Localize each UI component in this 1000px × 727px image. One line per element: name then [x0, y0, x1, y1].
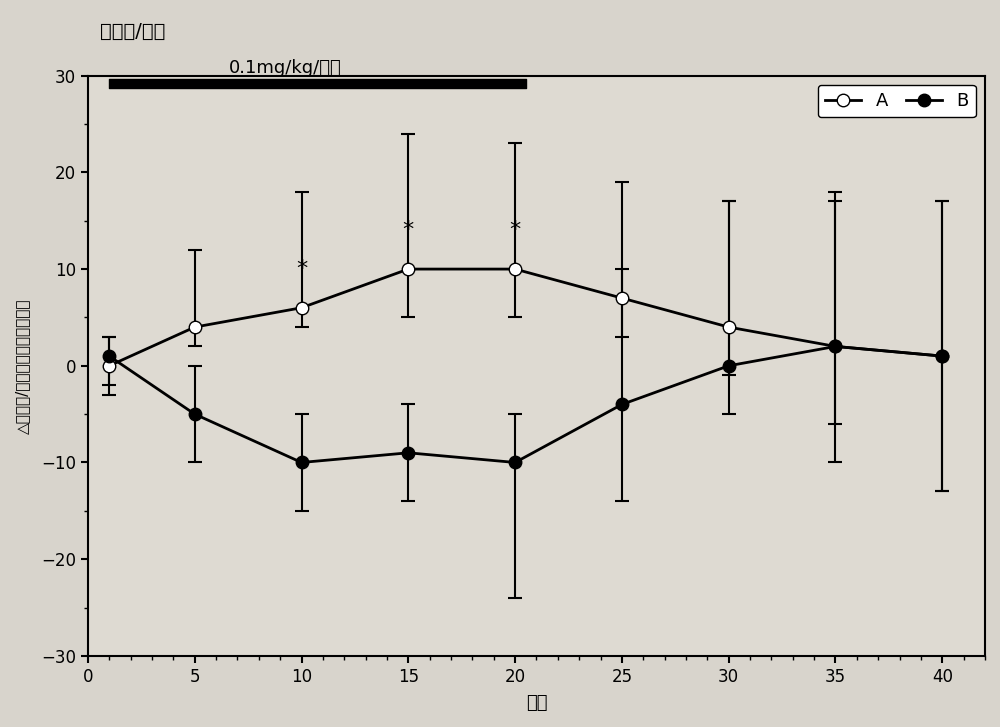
Text: *: * — [509, 220, 521, 240]
Text: *: * — [403, 220, 414, 240]
Text: *: * — [296, 259, 307, 278]
Text: 心跳数/分钟: 心跳数/分钟 — [100, 22, 165, 41]
Y-axis label: △心跳数/分钟（与先前值的差）: △心跳数/分钟（与先前值的差） — [15, 298, 30, 433]
Text: 0.1mg/kg/分钟: 0.1mg/kg/分钟 — [229, 59, 342, 76]
Legend: A, B: A, B — [818, 85, 976, 117]
X-axis label: 分钟: 分钟 — [526, 694, 547, 712]
